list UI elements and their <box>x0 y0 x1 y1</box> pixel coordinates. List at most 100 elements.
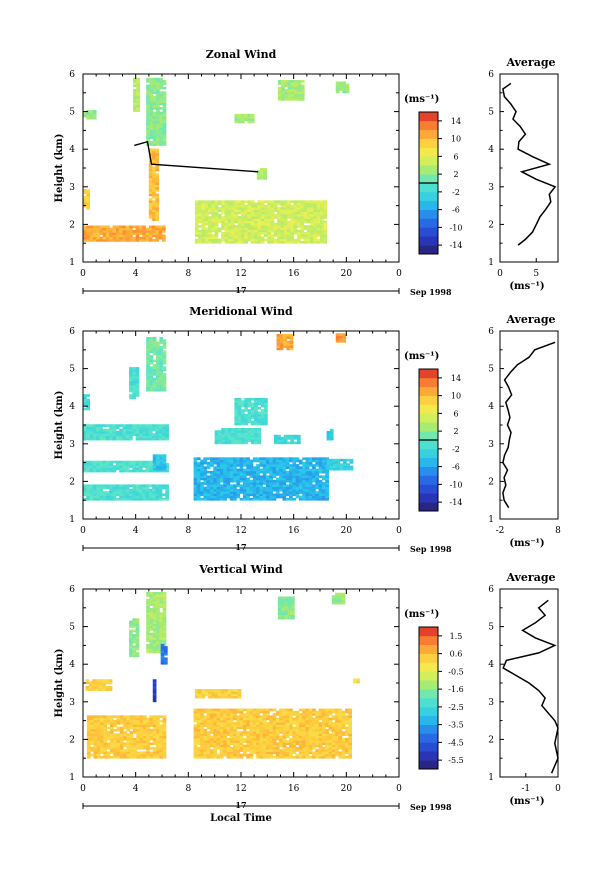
heatmap-cell <box>300 93 305 97</box>
heatmap-cell <box>295 495 300 499</box>
heatmap-cell <box>283 218 288 222</box>
heatmap-cell <box>152 619 157 622</box>
heatmap-cell <box>269 708 273 712</box>
heatmap-cell <box>259 724 264 728</box>
heatmap-cell <box>252 735 257 739</box>
heatmap-cell <box>99 465 104 468</box>
heatmap-cell <box>249 470 254 474</box>
heatmap-cell <box>146 639 150 643</box>
heatmap-cell <box>325 719 329 723</box>
heatmap-cell <box>282 726 287 730</box>
heatmap-cell <box>158 225 163 229</box>
heatmap-cell <box>272 726 277 730</box>
heatmap-cell <box>289 343 294 346</box>
heatmap-cell <box>267 202 272 206</box>
heatmap-cell <box>270 216 275 219</box>
heatmap-cell <box>234 411 239 415</box>
heatmap-cell <box>193 726 198 730</box>
heatmap-cell <box>86 207 90 210</box>
heatmap-cell <box>323 229 327 233</box>
heatmap-cell <box>106 491 110 494</box>
heatmap-cell <box>119 497 123 501</box>
heatmap-cell <box>250 430 255 433</box>
heatmap-cell <box>122 435 127 439</box>
heatmap-cell <box>155 184 160 188</box>
heatmap-cell <box>277 86 282 90</box>
heatmap-cell <box>138 431 143 434</box>
heatmap-cell <box>162 746 167 750</box>
heatmap-cell <box>162 113 167 117</box>
heatmap-cell <box>239 731 244 734</box>
heatmap-cell <box>112 488 117 492</box>
heatmap-cell <box>105 688 110 691</box>
heatmap-cell <box>234 695 239 699</box>
heatmap-cell <box>287 229 291 233</box>
heatmap-cell <box>302 468 306 472</box>
heatmap-cell <box>312 468 316 472</box>
heatmap-cell <box>152 209 156 213</box>
heatmap-cell <box>287 98 292 101</box>
heatmap-cell <box>290 229 295 233</box>
heatmap-cell <box>300 95 305 99</box>
heatmap-cell <box>200 753 204 757</box>
heatmap-cell <box>148 184 153 188</box>
heatmap-cell <box>226 726 231 730</box>
heatmap-cell <box>302 715 306 718</box>
heatmap-cell <box>285 746 290 750</box>
heatmap-cell <box>305 740 310 743</box>
heatmap-cell <box>219 491 224 494</box>
colorbar-segment <box>419 138 438 148</box>
heatmap-cell <box>102 239 107 242</box>
heatmap-cell <box>321 461 326 465</box>
heatmap-cell <box>293 200 298 203</box>
heatmap-cell <box>152 216 156 219</box>
heatmap-cell <box>260 409 265 412</box>
heatmap-cell <box>159 382 164 385</box>
heatmap-cell <box>312 755 316 759</box>
heatmap-cell <box>155 166 160 170</box>
heatmap-cell <box>217 695 222 699</box>
heatmap-cell <box>146 722 150 725</box>
heatmap-cell <box>206 753 211 757</box>
heatmap-cell <box>247 430 252 433</box>
heatmap-cell <box>206 742 211 746</box>
heatmap-cell <box>86 731 91 734</box>
heatmap-cell <box>315 715 320 718</box>
heatmap-cell <box>129 428 133 432</box>
heatmap-cell <box>277 222 281 226</box>
heatmap-cell <box>249 733 254 737</box>
heatmap-cell <box>123 726 127 730</box>
heatmap-cell <box>119 495 123 499</box>
heatmap-cell <box>159 116 164 119</box>
heatmap-cell <box>109 493 114 497</box>
heatmap-cell <box>208 211 212 215</box>
heatmap-cell <box>250 216 255 219</box>
heatmap-cell <box>282 493 287 497</box>
heatmap-cell <box>123 737 127 741</box>
heatmap-cell <box>86 110 90 113</box>
heatmap-cell <box>193 724 198 728</box>
heatmap-cell <box>229 488 234 492</box>
heatmap-cell <box>99 232 104 235</box>
heatmap-cell <box>162 138 167 142</box>
heatmap-cell <box>203 722 208 725</box>
heatmap-cell <box>165 462 169 466</box>
heatmap-cell <box>193 737 198 741</box>
heatmap-cell <box>83 407 87 411</box>
heatmap-cell <box>241 400 245 403</box>
heatmap-cell <box>132 620 137 624</box>
heatmap-cell <box>320 218 324 222</box>
heatmap-cell <box>269 724 273 728</box>
heatmap-cell <box>247 204 252 208</box>
heatmap-cell <box>90 726 94 730</box>
heatmap-cell <box>229 722 234 725</box>
heatmap-cell <box>237 402 242 406</box>
heatmap-cell <box>260 404 265 408</box>
heatmap-cell <box>149 359 154 363</box>
heatmap-cell <box>293 216 298 219</box>
heatmap-cell <box>227 695 232 699</box>
heatmap-cell <box>325 717 329 721</box>
heatmap-cell <box>113 753 117 757</box>
heatmap-cell <box>152 630 157 634</box>
heatmap-cell <box>156 109 160 112</box>
